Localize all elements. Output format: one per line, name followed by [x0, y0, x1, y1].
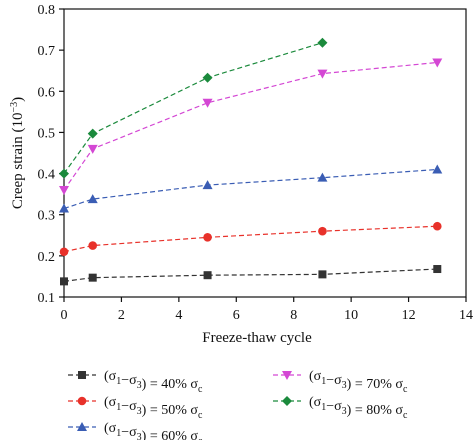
- legend-label: (σ1−σ3) = 70% σc: [309, 369, 408, 395]
- series-line: [63, 42, 323, 174]
- legend-swatch-marker: [78, 371, 86, 379]
- data-point: [202, 72, 213, 83]
- x-tick-label: 14: [459, 308, 473, 323]
- x-tick-label: 0: [61, 308, 68, 323]
- series-5: [59, 37, 328, 179]
- data-point: [88, 273, 97, 282]
- data-point: [433, 265, 442, 274]
- y-tick-label: 0.7: [38, 44, 56, 59]
- data-point: [432, 58, 443, 68]
- series-line: [63, 268, 438, 282]
- legend-item-2: (σ1−σ3) = 50% σc: [68, 395, 203, 421]
- series-line: [63, 61, 438, 191]
- y-tick-label: 0.5: [38, 126, 56, 141]
- x-tick-label: 4: [175, 308, 182, 323]
- data-point: [203, 233, 212, 242]
- y-tick-label: 0.1: [38, 291, 56, 306]
- data-point: [203, 271, 212, 280]
- data-point: [88, 241, 98, 250]
- series-line: [63, 168, 438, 210]
- series-line: [63, 225, 438, 253]
- y-tick-label: 0.2: [38, 250, 56, 265]
- x-axis-label: Freeze-thaw cycle: [202, 330, 312, 346]
- data-point: [87, 194, 98, 204]
- series-layer: [59, 37, 443, 286]
- legend-swatch-marker: [282, 396, 292, 406]
- plot-frame: [63, 8, 467, 298]
- x-tick-label: 10: [344, 308, 358, 323]
- data-point: [87, 144, 98, 154]
- y-tick-label: 0.8: [38, 3, 56, 18]
- series-1: [60, 265, 442, 286]
- x-tick-label: 12: [402, 308, 416, 323]
- legend-layer: (σ1−σ3) = 40% σc(σ1−σ3) = 50% σc(σ1−σ3) …: [68, 369, 408, 440]
- data-point: [202, 180, 213, 190]
- legend-label: (σ1−σ3) = 60% σc: [104, 421, 203, 440]
- legend-swatch-marker: [282, 371, 292, 380]
- y-tick-label: 0.4: [38, 168, 56, 183]
- data-point: [317, 37, 328, 48]
- data-point: [59, 247, 69, 257]
- x-tick-label: 2: [118, 308, 125, 323]
- data-point: [318, 226, 327, 236]
- legend-item-4: (σ1−σ3) = 70% σc: [273, 369, 408, 395]
- legend-item-1: (σ1−σ3) = 40% σc: [68, 369, 203, 395]
- y-tick-label: 0.3: [38, 209, 56, 224]
- data-point: [59, 203, 69, 213]
- data-point: [87, 128, 98, 139]
- data-point: [432, 164, 443, 174]
- y-tick-label: 0.6: [38, 85, 56, 100]
- x-tick-label: 8: [290, 308, 297, 323]
- legend-swatch-marker: [77, 422, 87, 431]
- x-tick-label: 6: [233, 308, 240, 323]
- legend-item-5: (σ1−σ3) = 80% σc: [273, 395, 408, 421]
- data-point: [59, 186, 69, 196]
- legend-swatch-marker: [77, 396, 87, 406]
- legend-item-3: (σ1−σ3) = 60% σc: [68, 421, 203, 440]
- data-point: [317, 69, 328, 79]
- legend-label: (σ1−σ3) = 80% σc: [309, 395, 408, 421]
- series-4: [59, 58, 443, 196]
- data-point: [432, 221, 442, 231]
- data-point: [202, 98, 213, 108]
- data-point: [59, 168, 69, 179]
- data-point: [60, 277, 68, 286]
- y-axis-label: Creep strain (10−3): [9, 97, 27, 209]
- data-point: [318, 270, 327, 279]
- data-point: [317, 172, 328, 182]
- series-3: [59, 164, 443, 213]
- legend-label: (σ1−σ3) = 40% σc: [104, 369, 203, 395]
- series-2: [59, 221, 442, 257]
- axes-layer: 0 2 4 6 8 10 12 14 0.1 0.2 0.3 0.4 0.5 0.6 0.7 0.8 Freez…: [9, 3, 474, 346]
- legend-label: (σ1−σ3) = 50% σc: [104, 395, 203, 421]
